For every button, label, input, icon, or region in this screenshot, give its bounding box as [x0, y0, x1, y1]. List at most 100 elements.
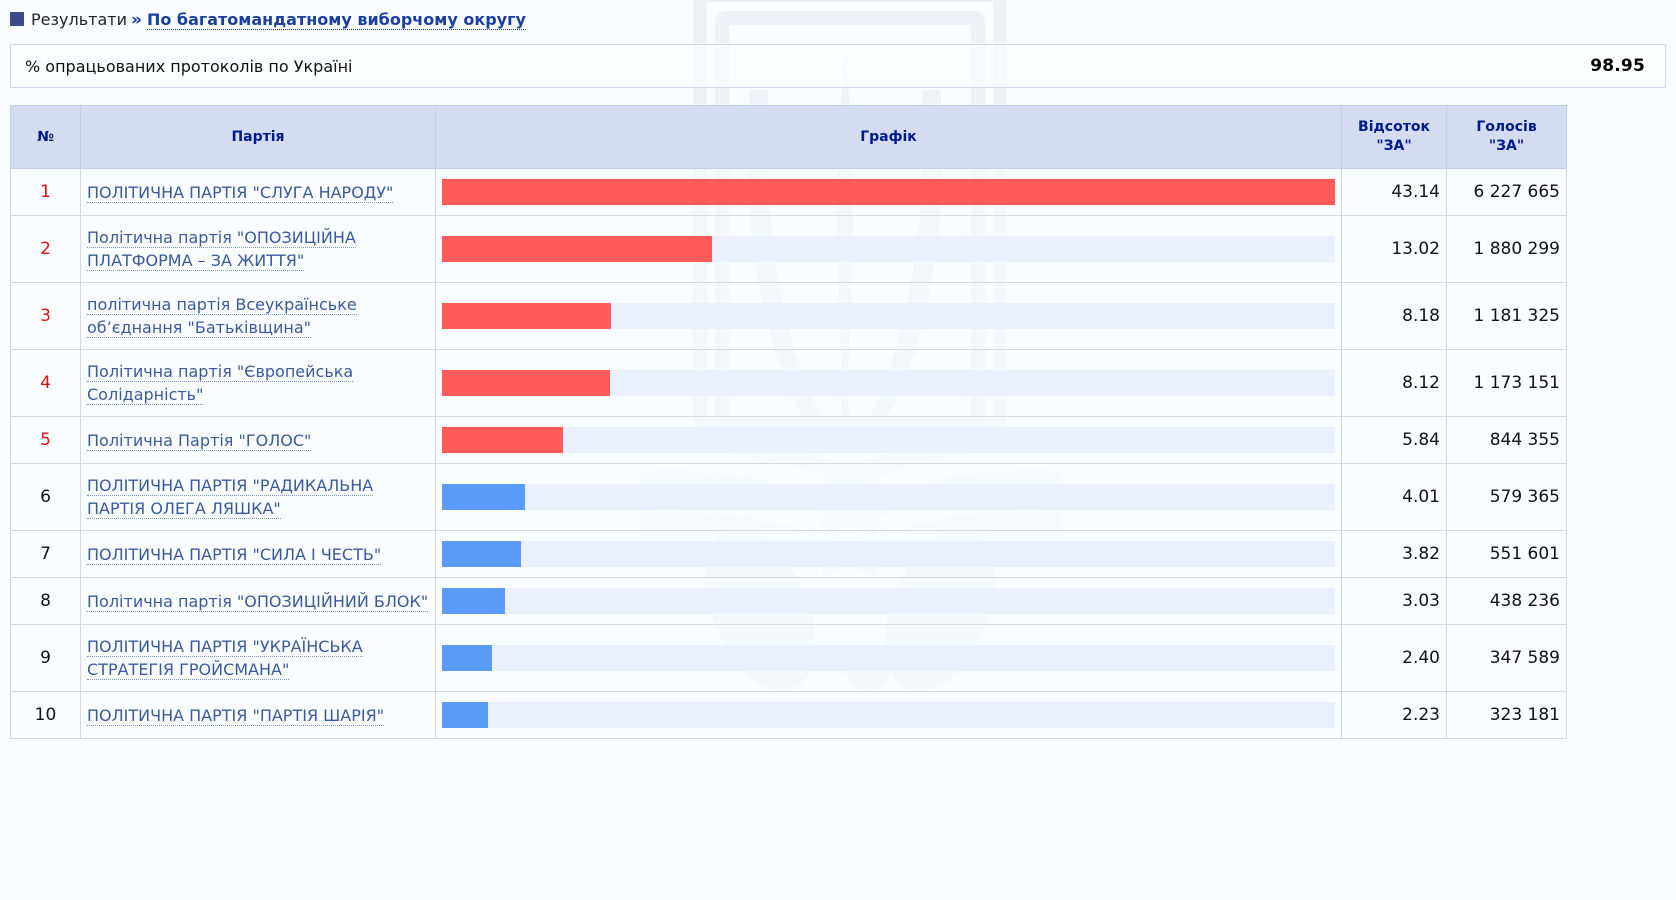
row-party-cell: Політична партія "Європейська Солідарніс…	[80, 349, 436, 417]
header-percent: Відсоток "ЗА"	[1341, 105, 1447, 169]
table-row: 8 Політична партія "ОПОЗИЦІЙНИЙ БЛОК" 3.03…	[10, 577, 1567, 625]
row-bar-cell	[435, 530, 1342, 578]
row-percent: 5.84	[1341, 416, 1447, 464]
row-percent: 3.82	[1341, 530, 1447, 578]
bar-track	[442, 702, 1335, 728]
bar-fill	[442, 179, 1335, 205]
row-bar-cell	[435, 463, 1342, 531]
bar-fill	[442, 427, 563, 453]
party-link[interactable]: ПОЛІТИЧНА ПАРТІЯ "РАДИКАЛЬНА ПАРТІЯ ОЛЕГ…	[87, 476, 374, 519]
bar-track	[442, 484, 1335, 510]
breadcrumb-separator-icon: »	[130, 10, 142, 30]
bar-track	[442, 179, 1335, 205]
bar-track	[442, 303, 1335, 329]
protocols-processed-label: % опрацьованих протоколів по Україні	[25, 56, 353, 76]
row-bar-cell	[435, 416, 1342, 464]
table-row: 6 ПОЛІТИЧНА ПАРТІЯ "РАДИКАЛЬНА ПАРТІЯ ОЛЕ…	[10, 463, 1567, 531]
row-rank: 8	[10, 577, 81, 625]
row-bar-cell	[435, 624, 1342, 692]
bar-fill	[442, 541, 522, 567]
bar-fill	[442, 484, 525, 510]
bar-track	[442, 588, 1335, 614]
row-votes: 1 181 325	[1446, 282, 1567, 350]
party-link[interactable]: Політична партія "ОПОЗИЦІЙНА ПЛАТФОРМА –…	[87, 228, 356, 271]
bar-fill	[442, 702, 489, 728]
row-party-cell: політична партія Всеукраїнське об’єднанн…	[80, 282, 436, 350]
row-rank: 3	[10, 282, 81, 350]
row-percent: 3.03	[1341, 577, 1447, 625]
row-rank: 5	[10, 416, 81, 464]
protocols-processed-value: 98.95	[1590, 56, 1645, 76]
party-link[interactable]: ПОЛІТИЧНА ПАРТІЯ "УКРАЇНСЬКА СТРАТЕГІЯ Г…	[87, 637, 363, 680]
bar-track	[442, 236, 1335, 262]
row-bar-cell	[435, 282, 1342, 350]
party-link[interactable]: Політична партія "Європейська Солідарніс…	[87, 362, 354, 405]
table-row: 3 політична партія Всеукраїнське об’єднан…	[10, 282, 1567, 350]
header-number: №	[10, 105, 81, 169]
results-table: № Партія Графік Відсоток "ЗА" Голосів "З…	[10, 105, 1567, 739]
row-votes: 6 227 665	[1446, 168, 1567, 216]
row-votes: 1 173 151	[1446, 349, 1567, 417]
row-rank: 2	[10, 215, 81, 283]
row-votes: 347 589	[1446, 624, 1567, 692]
row-percent: 43.14	[1341, 168, 1447, 216]
table-row: 2 Політична партія "ОПОЗИЦІЙНА ПЛАТФОРМА …	[10, 215, 1567, 283]
row-party-cell: Політична партія "ОПОЗИЦІЙНИЙ БЛОК"	[80, 577, 436, 625]
row-votes: 551 601	[1446, 530, 1567, 578]
row-party-cell: ПОЛІТИЧНА ПАРТІЯ "УКРАЇНСЬКА СТРАТЕГІЯ Г…	[80, 624, 436, 692]
party-link[interactable]: ПОЛІТИЧНА ПАРТІЯ "СЛУГА НАРОДУ"	[87, 182, 394, 203]
row-votes: 1 880 299	[1446, 215, 1567, 283]
header-chart: Графік	[435, 105, 1342, 169]
party-link[interactable]: Політична Партія "ГОЛОС"	[87, 430, 312, 451]
header-percent-line2: "ЗА"	[1376, 138, 1412, 154]
bar-fill	[442, 236, 712, 262]
row-votes: 579 365	[1446, 463, 1567, 531]
table-row: 9 ПОЛІТИЧНА ПАРТІЯ "УКРАЇНСЬКА СТРАТЕГІЯ …	[10, 624, 1567, 692]
row-rank: 7	[10, 530, 81, 578]
row-party-cell: Політична Партія "ГОЛОС"	[80, 416, 436, 464]
row-party-cell: ПОЛІТИЧНА ПАРТІЯ "СИЛА І ЧЕСТЬ"	[80, 530, 436, 578]
header-votes: Голосів "ЗА"	[1446, 105, 1567, 169]
table-row: 10 ПОЛІТИЧНА ПАРТІЯ "ПАРТІЯ ШАРІЯ" 2.23 323…	[10, 691, 1567, 739]
row-rank: 6	[10, 463, 81, 531]
row-percent: 8.12	[1341, 349, 1447, 417]
row-bar-cell	[435, 691, 1342, 739]
breadcrumb: Результати» По багатомандатному виборчому…	[0, 0, 1676, 37]
row-rank: 1	[10, 168, 81, 216]
bar-fill	[442, 645, 492, 671]
bar-track	[442, 427, 1335, 453]
party-link[interactable]: ПОЛІТИЧНА ПАРТІЯ "СИЛА І ЧЕСТЬ"	[87, 544, 382, 565]
row-bar-cell	[435, 349, 1342, 417]
row-party-cell: ПОЛІТИЧНА ПАРТІЯ "ПАРТІЯ ШАРІЯ"	[80, 691, 436, 739]
row-party-cell: ПОЛІТИЧНА ПАРТІЯ "СЛУГА НАРОДУ"	[80, 168, 436, 216]
table-row: 5 Політична Партія "ГОЛОС" 5.84 844 355	[10, 416, 1567, 464]
row-bar-cell	[435, 215, 1342, 283]
square-bullet-icon	[10, 12, 24, 26]
protocols-processed-box: % опрацьованих протоколів по Україні 98.…	[10, 44, 1666, 88]
row-bar-cell	[435, 577, 1342, 625]
bar-track	[442, 541, 1335, 567]
header-party: Партія	[80, 105, 436, 169]
row-rank: 4	[10, 349, 81, 417]
table-row: 1 ПОЛІТИЧНА ПАРТІЯ "СЛУГА НАРОДУ" 43.14 6 2…	[10, 168, 1567, 216]
table-row: 7 ПОЛІТИЧНА ПАРТІЯ "СИЛА І ЧЕСТЬ" 3.82 551 …	[10, 530, 1567, 578]
breadcrumb-current-link[interactable]: По багатомандатному виборчому округу	[146, 10, 526, 30]
header-percent-line1: Відсоток	[1358, 119, 1430, 135]
bar-fill	[442, 303, 612, 329]
row-percent: 2.40	[1341, 624, 1447, 692]
bar-fill	[442, 370, 611, 396]
party-link[interactable]: ПОЛІТИЧНА ПАРТІЯ "ПАРТІЯ ШАРІЯ"	[87, 705, 385, 726]
row-percent: 2.23	[1341, 691, 1447, 739]
row-party-cell: ПОЛІТИЧНА ПАРТІЯ "РАДИКАЛЬНА ПАРТІЯ ОЛЕГ…	[80, 463, 436, 531]
bar-track	[442, 370, 1335, 396]
row-votes: 844 355	[1446, 416, 1567, 464]
row-percent: 4.01	[1341, 463, 1447, 531]
party-link[interactable]: політична партія Всеукраїнське об’єднанн…	[87, 295, 357, 338]
row-party-cell: Політична партія "ОПОЗИЦІЙНА ПЛАТФОРМА –…	[80, 215, 436, 283]
bar-fill	[442, 588, 505, 614]
table-row: 4 Політична партія "Європейська Солідарні…	[10, 349, 1567, 417]
party-link[interactable]: Політична партія "ОПОЗИЦІЙНИЙ БЛОК"	[87, 591, 429, 612]
row-bar-cell	[435, 168, 1342, 216]
header-votes-line1: Голосів	[1476, 119, 1537, 135]
